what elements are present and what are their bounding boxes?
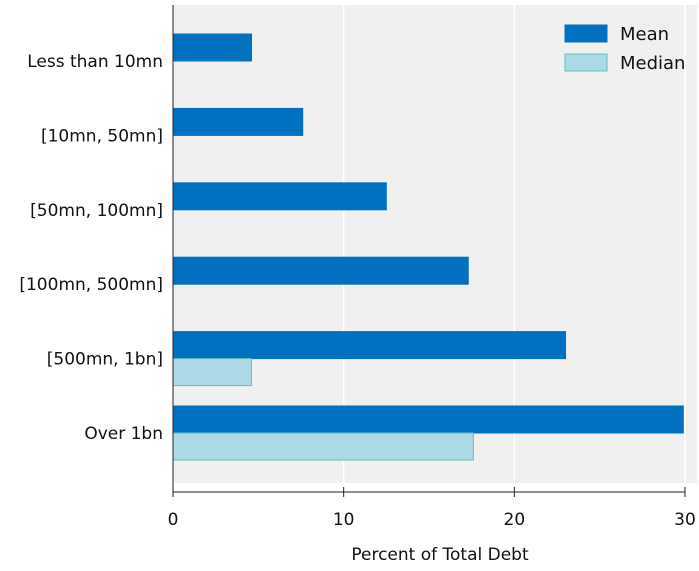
bars: [172, 33, 684, 461]
bar-mean: [172, 182, 387, 211]
legend-label-median: Median: [620, 53, 685, 74]
grid-lines: [342, 5, 686, 483]
legend-swatch-median: [564, 53, 608, 72]
y-axis-categories: Less than 10mn [10mn, 50mn] [50mn, 100mn] […: [19, 52, 163, 444]
category-label: Over 1bn: [84, 424, 163, 444]
bar-median: [172, 358, 253, 387]
legend-label-mean: Mean: [620, 24, 669, 45]
category-label: [50mn, 100mn]: [30, 201, 163, 221]
legend-swatch-mean: [564, 24, 608, 43]
category-label: [500mn, 1bn]: [47, 350, 163, 370]
x-axis: 0 10 20 30: [168, 5, 696, 530]
bar-mean: [172, 405, 684, 434]
bar-mean: [172, 107, 304, 136]
plot-background: [173, 5, 697, 483]
x-tick-label: 30: [674, 510, 696, 530]
category-label: [100mn, 500mn]: [19, 275, 163, 295]
x-tick-label: 20: [504, 510, 526, 530]
x-tick-label: 0: [168, 510, 179, 530]
bar-median: [172, 432, 474, 461]
bar-mean: [172, 33, 253, 62]
bar-mean: [172, 256, 469, 285]
bar-mean: [172, 331, 567, 360]
x-tick-label: 10: [333, 510, 355, 530]
category-label: [10mn, 50mn]: [41, 126, 163, 146]
category-label: Less than 10mn: [27, 52, 163, 72]
legend: Mean Median: [564, 24, 685, 74]
x-axis-title: Percent of Total Debt: [351, 545, 529, 565]
